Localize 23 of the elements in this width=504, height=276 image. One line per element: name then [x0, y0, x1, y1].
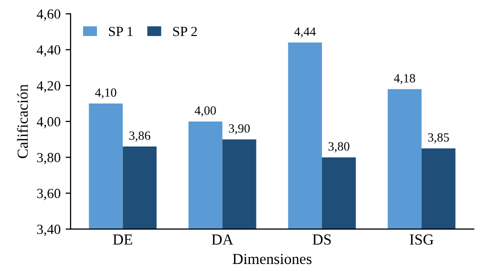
- data-label: 4,10: [95, 88, 116, 99]
- x-tick-label: DE: [113, 234, 132, 245]
- data-label: 4,00: [194, 106, 216, 117]
- data-label: 4,18: [394, 74, 416, 84]
- x-tick-label: ISG: [410, 234, 434, 245]
- data-label: 4,44: [294, 27, 316, 38]
- y-tick-label: 3,40: [37, 224, 60, 236]
- y-tick-label: 4,40: [36, 45, 60, 57]
- x-tick-label: DS: [312, 234, 331, 245]
- x-axis-title: Dimensiones: [232, 254, 312, 264]
- data-label: 3,85: [428, 133, 449, 144]
- legend-label: SP 2: [173, 26, 197, 36]
- y-tick-label: 3,60: [37, 188, 60, 200]
- y-tick-label: 4,60: [36, 9, 60, 21]
- x-tick-label: DA: [212, 234, 234, 245]
- y-axis-title: Calificación: [16, 84, 28, 158]
- y-tick-label: 4,20: [36, 81, 60, 93]
- y-tick-label: 3,80: [37, 152, 60, 164]
- y-tick-label: 4,00: [36, 117, 60, 128]
- data-label: 3,86: [129, 131, 150, 142]
- data-label: 3,80: [328, 142, 350, 152]
- legend-label: SP 1: [108, 26, 133, 36]
- data-label: 3,90: [228, 124, 250, 134]
